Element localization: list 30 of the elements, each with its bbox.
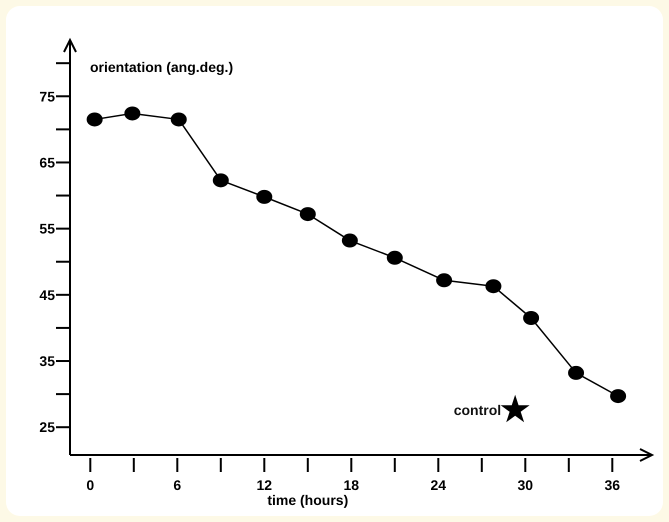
y-tick-label: 75: [39, 88, 56, 104]
point: [386, 250, 403, 265]
point: [256, 190, 272, 204]
y-tick-label: 25: [39, 419, 56, 436]
point: [342, 234, 358, 248]
point: [436, 273, 452, 288]
x-tick-label: 30: [518, 477, 534, 493]
point: [500, 394, 530, 422]
y-axis-title: orientation (ang.deg.): [90, 59, 234, 75]
point: [485, 279, 502, 294]
point: [212, 173, 229, 188]
point: [610, 389, 626, 404]
x-axis-title: time (hours): [267, 492, 348, 508]
y-tick-label: 35: [39, 353, 56, 370]
point: [170, 112, 187, 126]
point: [86, 112, 103, 126]
y-tick-label: 65: [39, 154, 56, 170]
x-tick-label: 12: [256, 477, 272, 493]
point: [300, 207, 316, 222]
x-tick-label: 36: [604, 477, 620, 493]
x-tick-label: 0: [86, 477, 94, 493]
y-tick-label: 55: [39, 220, 56, 237]
series-label: control: [454, 402, 502, 418]
x-tick-label: 18: [344, 477, 360, 493]
y-tick-label: 45: [39, 286, 56, 303]
x-tick-label: 6: [173, 477, 182, 493]
point: [568, 366, 584, 380]
point: [124, 106, 140, 120]
x-tick-label: 24: [430, 477, 446, 493]
point: [523, 310, 540, 325]
